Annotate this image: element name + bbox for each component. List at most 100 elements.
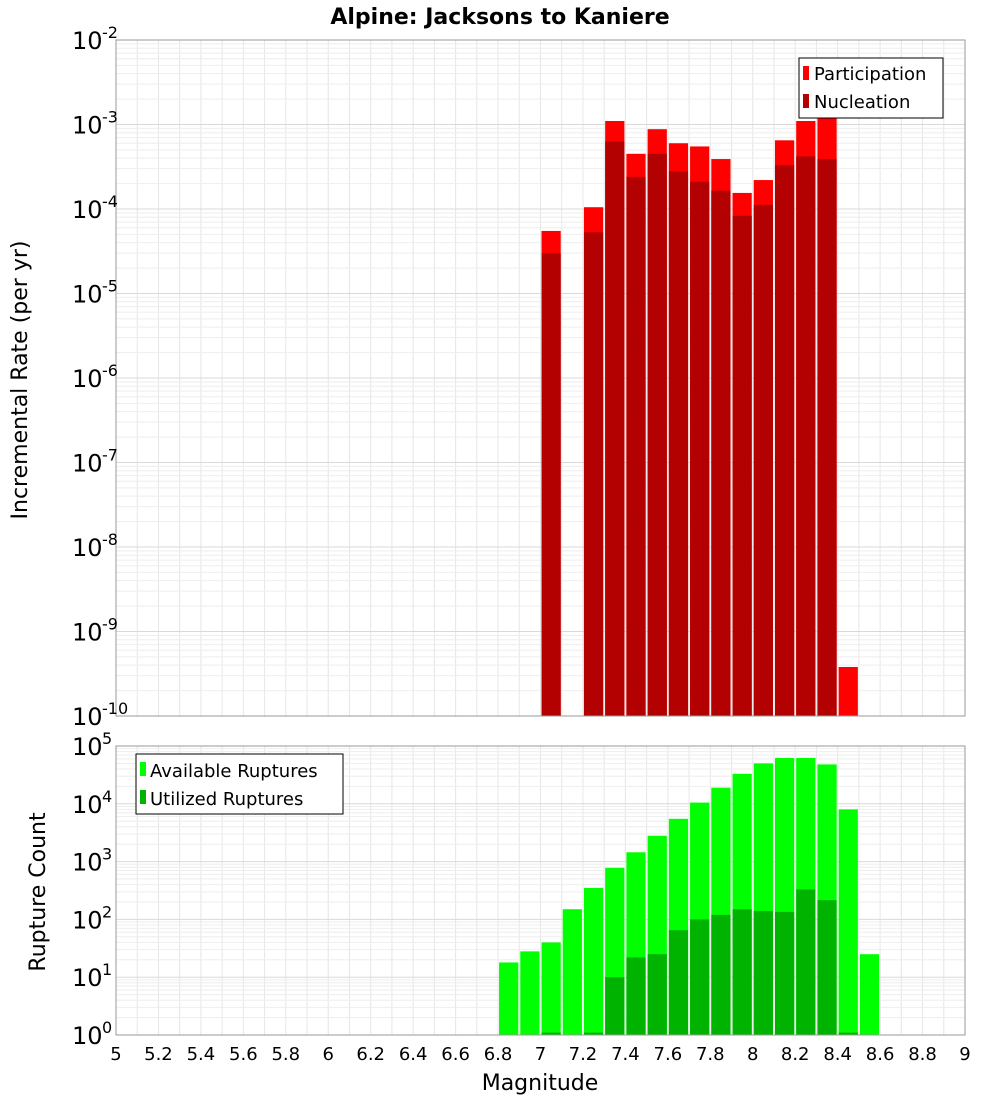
x-tick-label: 7.2	[569, 1044, 598, 1065]
x-tick-label: 6.8	[484, 1044, 513, 1065]
top-plot-border	[115, 39, 966, 717]
top-y-tick-label: 10	[72, 281, 103, 309]
x-tick-label: 8.6	[866, 1044, 895, 1065]
bottom-y-tick-exponent: 5	[102, 729, 112, 748]
top-bar-nucleation	[668, 171, 689, 716]
legend-label-utilized: Utilized Ruptures	[150, 789, 303, 810]
x-tick-label: 9	[959, 1044, 970, 1065]
x-tick-label: 6.4	[399, 1044, 428, 1065]
top-y-tick-exponent: -5	[102, 277, 118, 296]
top-y-tick-exponent: -4	[102, 192, 118, 211]
bottom-y-tick-label: 10	[72, 964, 103, 992]
bottom-y-tick-exponent: 0	[102, 1018, 112, 1037]
bottom-bar-available-ruptures	[562, 909, 582, 1035]
top-bar-nucleation	[817, 159, 837, 716]
bottom-y-tick-exponent: 1	[102, 960, 112, 979]
bottom-bar-utilized-ruptures	[774, 911, 795, 1035]
bottom-bars	[499, 757, 880, 1035]
top-y-tick-label: 10	[72, 534, 103, 562]
top-y-tick-label: 10	[72, 619, 103, 647]
legend-label-nucleation: Nucleation	[814, 92, 910, 113]
top-bar-nucleation	[711, 190, 731, 716]
bottom-bar-utilized-ruptures	[711, 914, 731, 1035]
top-y-tick-label: 10	[72, 365, 103, 393]
bottom-bar-utilized-ruptures	[626, 957, 646, 1035]
bottom-bar-utilized-ruptures	[838, 1032, 858, 1035]
bottom-bar-available-ruptures	[583, 887, 604, 1035]
legend-swatch-nucleation	[803, 94, 809, 108]
top-y-tick-label: 10	[72, 703, 103, 731]
top-bar-nucleation	[583, 232, 604, 716]
bottom-bar-utilized-ruptures	[732, 909, 752, 1035]
top-y-tick-exponent: -6	[102, 361, 118, 380]
bottom-y-tick-label: 10	[72, 1022, 103, 1050]
legend-label-participation: Participation	[814, 64, 926, 85]
bottom-bar-utilized-ruptures	[817, 900, 837, 1035]
bottom-bar-available-ruptures	[859, 954, 880, 1035]
top-y-tick-label: 10	[72, 450, 103, 478]
x-ticks: 5 5.2 5.4 5.6 5.8 6 6.2 6.4 6.6 6.8 7 7.2 7.4 7.6 7.8 8…	[110, 1044, 970, 1065]
legend-swatch-participation	[803, 66, 809, 80]
top-y-tick-exponent: -9	[102, 615, 118, 634]
bottom-bar-utilized-ruptures	[668, 930, 689, 1035]
bottom-y-tick-label: 10	[72, 733, 103, 761]
x-tick-label: 6.2	[356, 1044, 385, 1065]
x-tick-label: 8	[747, 1044, 758, 1065]
x-tick-label: 8.2	[781, 1044, 810, 1065]
top-bar-nucleation	[605, 141, 625, 717]
top-y-tick-exponent: -10	[102, 699, 128, 718]
top-y-tick-exponent: -2	[102, 23, 118, 42]
top-y-tick-exponent: -3	[102, 108, 118, 127]
x-axis-label: Magnitude	[482, 1071, 599, 1096]
x-tick-label: 5.2	[144, 1044, 173, 1065]
top-bar-nucleation	[647, 153, 667, 717]
bottom-legend: Available Ruptures Utilized Ruptures	[135, 753, 344, 815]
top-bars	[541, 116, 858, 717]
x-tick-label: 7.8	[696, 1044, 725, 1065]
top-y-tick-exponent: -8	[102, 530, 118, 549]
top-bar-nucleation	[541, 253, 561, 716]
top-y-axis-label: Incremental Rate (per yr)	[8, 241, 33, 520]
bottom-plot-border	[115, 745, 966, 1036]
bottom-bar-utilized-ruptures	[583, 1032, 604, 1035]
x-tick-label: 5.8	[271, 1044, 300, 1065]
bottom-bar-utilized-ruptures	[647, 954, 667, 1035]
top-bar-nucleation	[774, 165, 795, 717]
bottom-bar-utilized-ruptures	[605, 977, 625, 1035]
bottom-bar-available-ruptures	[499, 962, 519, 1035]
legend-swatch-available	[140, 762, 146, 776]
bottom-y-tick-exponent: 2	[102, 902, 112, 921]
x-tick-label: 6	[323, 1044, 334, 1065]
bottom-grid	[115, 746, 966, 1036]
bottom-y-tick-label: 10	[72, 849, 103, 877]
top-y-tick-label: 10	[72, 196, 103, 224]
bottom-y-tick-label: 10	[72, 906, 103, 934]
top-bar-nucleation	[796, 156, 816, 716]
bottom-bar-utilized-ruptures	[690, 919, 710, 1035]
x-tick-label: 7	[535, 1044, 546, 1065]
top-y-tick-exponent: -7	[102, 446, 118, 465]
x-tick-label: 8.8	[908, 1044, 937, 1065]
top-bar-participation	[838, 667, 858, 716]
x-tick-label: 8.4	[823, 1044, 852, 1065]
top-bar-nucleation	[753, 204, 773, 717]
bottom-y-tick-label: 10	[72, 791, 103, 819]
top-y-tick-label: 10	[72, 27, 103, 55]
top-bar-nucleation	[626, 176, 646, 717]
legend-swatch-utilized	[140, 790, 146, 804]
bottom-y-axis-label: Rupture Count	[26, 812, 51, 972]
bottom-bar-available-ruptures	[520, 951, 540, 1035]
x-tick-label: 7.4	[611, 1044, 640, 1065]
legend-label-available: Available Ruptures	[150, 761, 318, 782]
top-bar-nucleation	[690, 181, 710, 717]
bottom-y-tick-exponent: 3	[102, 845, 112, 864]
x-tick-label: 6.6	[441, 1044, 470, 1065]
x-tick-label: 5.4	[187, 1044, 216, 1065]
x-tick-label: 5	[110, 1044, 121, 1065]
top-bar-nucleation	[732, 215, 752, 717]
x-tick-label: 5.6	[229, 1044, 258, 1065]
